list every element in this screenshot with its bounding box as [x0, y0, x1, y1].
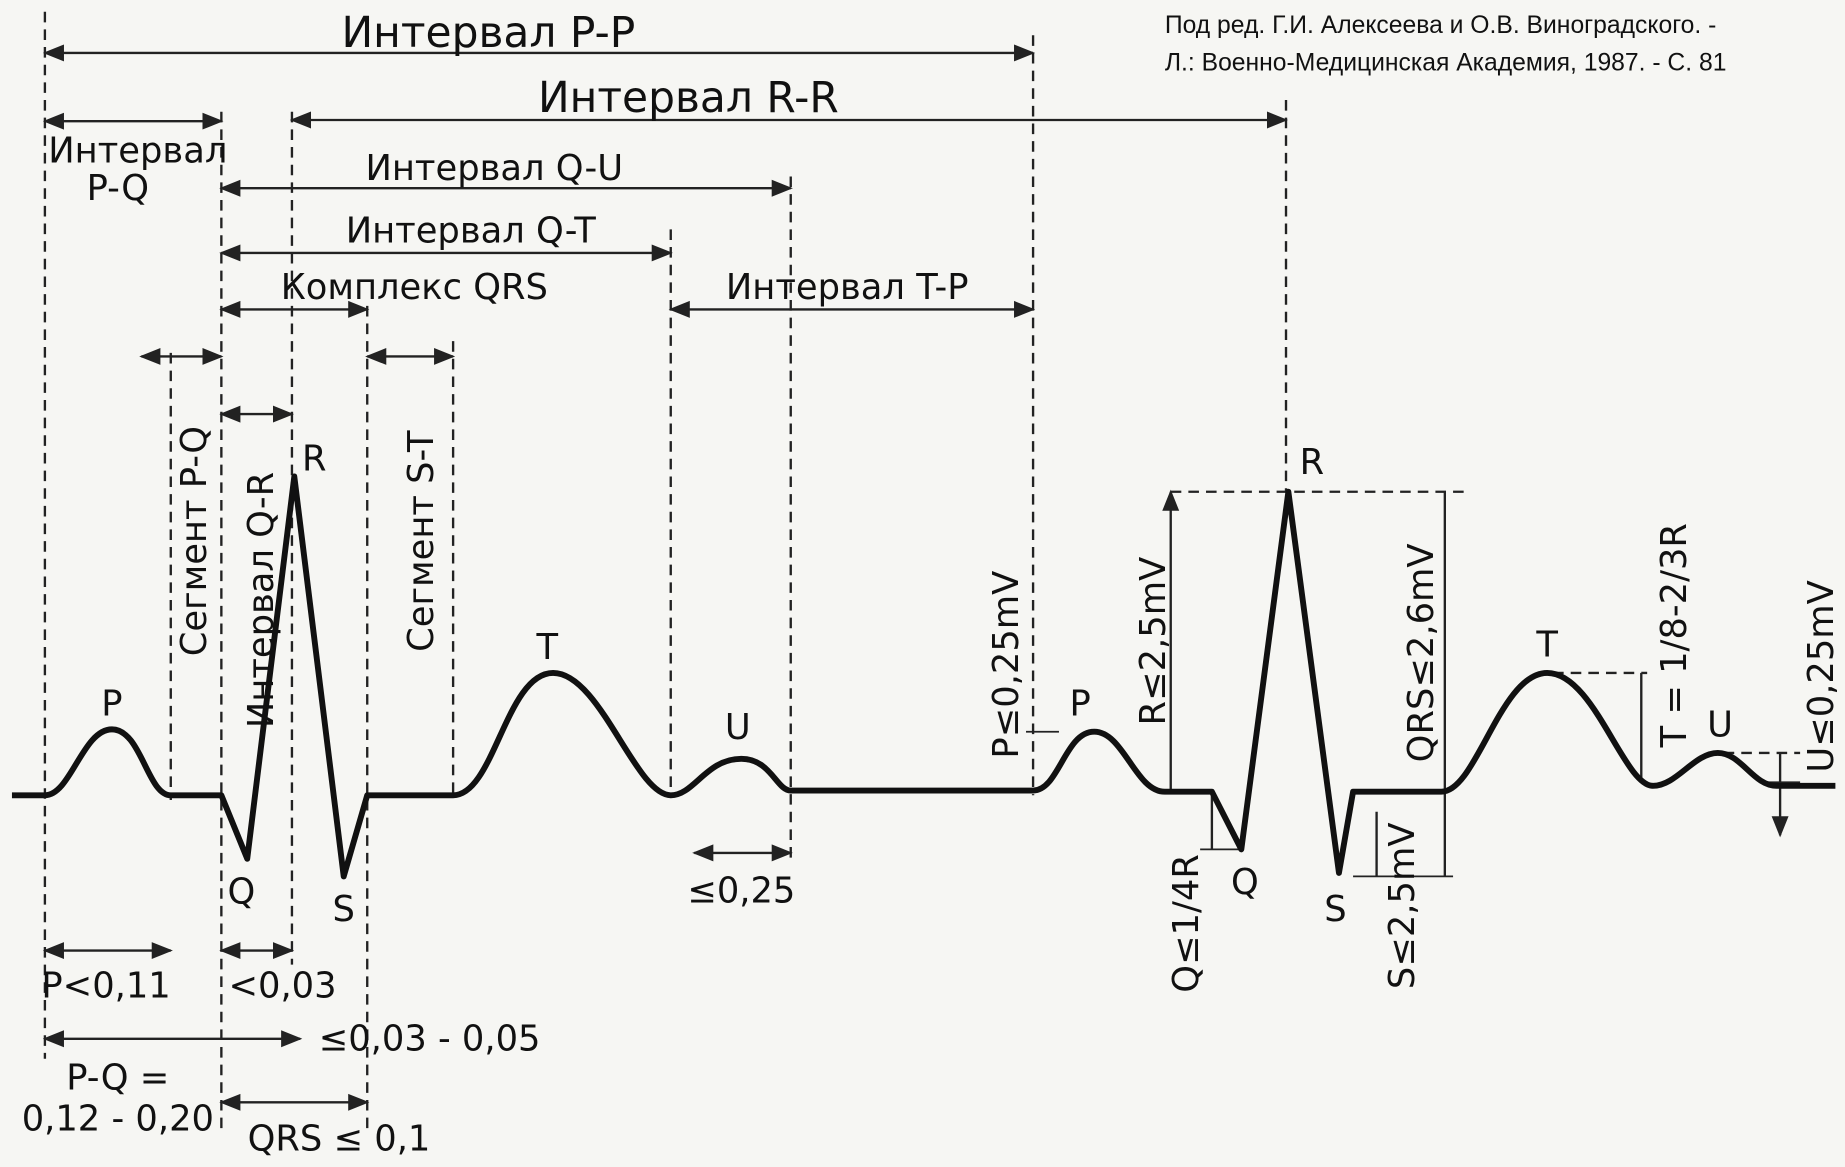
wave-label: U: [725, 707, 751, 748]
vertical-label: QRS≤2,6mV: [1401, 543, 1442, 762]
wave-label: Q: [227, 871, 255, 912]
interval-label: P-Q: [87, 168, 149, 209]
duration-label: <0,03: [228, 966, 336, 1007]
labels: Интервал P-P Интервал R-R Интервал P-Q И…: [22, 8, 1842, 1159]
interval-label: Интервал Q-U: [365, 148, 623, 189]
wave-label: P: [101, 683, 122, 724]
wave-label: S: [333, 889, 355, 930]
guides: [45, 11, 1801, 1130]
vertical-label: U≤0,25mV: [1801, 580, 1842, 772]
duration-label: ≤0,03 - 0,05: [319, 1019, 541, 1060]
citation: Под ред. Г.И. Алексеева и О.В. Виноградс…: [1165, 12, 1727, 77]
duration-label: QRS ≤ 0,1: [248, 1119, 431, 1160]
interval-label: Интервал R-R: [538, 73, 839, 122]
interval-label: Интервал Q-T: [346, 210, 597, 251]
wave-label: P: [1069, 683, 1090, 724]
interval-label: Интервал P-P: [341, 8, 635, 57]
vertical-label: R≤2,5mV: [1133, 557, 1174, 726]
citation-line: Л.: Военно-Медицинская Академия, 1987. -…: [1165, 50, 1727, 77]
vertical-label: Сегмент S-T: [401, 430, 442, 652]
wave-label: T: [1535, 624, 1558, 665]
interval-label: Интервал T-P: [726, 267, 969, 308]
wave-label: U: [1707, 704, 1733, 745]
citation-line: Под ред. Г.И. Алексеева и О.В. Виноградс…: [1165, 12, 1717, 39]
vertical-label: P≤0,25mV: [986, 571, 1027, 759]
vertical-label: Интервал Q-R: [241, 472, 282, 728]
wave-label: S: [1324, 889, 1346, 930]
vertical-label: Сегмент P-Q: [174, 426, 215, 656]
wave-label: R: [302, 439, 327, 480]
ecg-trace: [11, 473, 1836, 880]
duration-label: P<0,11: [41, 966, 170, 1007]
interval-label: Интервал: [48, 130, 227, 171]
duration-label: P-Q =: [66, 1057, 169, 1098]
amplitude-tick: [1026, 730, 1801, 878]
duration-label: 0,12 - 0,20: [22, 1099, 214, 1140]
wave-label: T: [535, 627, 558, 668]
duration-label: ≤0,25: [687, 870, 795, 911]
vertical-label: T = 1/8-2/3R: [1654, 523, 1695, 748]
wave-label: R: [1300, 442, 1325, 483]
amplitude-arrow: [1171, 492, 1780, 877]
wave-label: Q: [1231, 862, 1259, 903]
vertical-label: S≤2,5mV: [1382, 823, 1423, 990]
vertical-label: Q≤1/4R: [1166, 854, 1207, 993]
interval-label: Комплекс QRS: [281, 267, 548, 308]
